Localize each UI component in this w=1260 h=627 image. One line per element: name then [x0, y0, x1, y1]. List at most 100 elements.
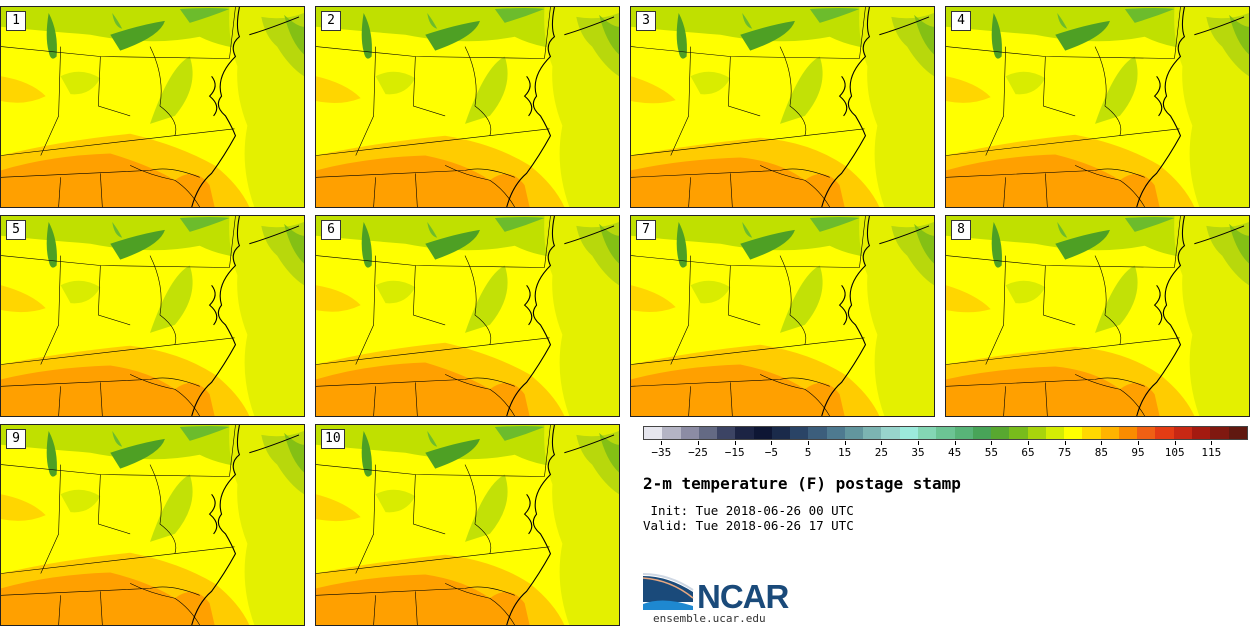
colorbar-segment: [1137, 427, 1156, 439]
colorbar-tick: [661, 441, 663, 445]
colorbar-segment: [644, 427, 663, 439]
colorbar-tick-label: 95: [1131, 446, 1145, 459]
colorbar-segment: [1210, 427, 1229, 439]
temperature-map: [631, 216, 934, 416]
member-panel: 5: [0, 215, 305, 417]
colorbar-segment: [1100, 427, 1119, 439]
colorbar-tick-label: −35: [651, 446, 672, 459]
member-number: 1: [6, 11, 26, 31]
colorbar-segment: [1064, 427, 1083, 439]
colorbar: [643, 426, 1248, 440]
colorbar-segment: [863, 427, 882, 439]
colorbar-tick-label: 115: [1201, 446, 1222, 459]
temperature-map: [316, 7, 619, 207]
colorbar-segment: [1045, 427, 1065, 439]
colorbar-tick: [734, 441, 736, 445]
colorbar-tick-label: −25: [688, 446, 708, 459]
colorbar-tick-label: 5: [804, 446, 812, 459]
member-number: 3: [636, 11, 656, 31]
colorbar-tick: [991, 441, 993, 445]
colorbar-tick: [1211, 441, 1213, 445]
colorbar-segment: [680, 427, 699, 439]
colorbar-tick-label: 85: [1094, 446, 1108, 459]
valid-time: Valid: Tue 2018-06-26 17 UTC: [643, 518, 854, 533]
colorbar-tick: [1028, 441, 1029, 445]
colorbar-tick-label: 105: [1164, 446, 1185, 459]
colorbar-tick: [698, 441, 699, 445]
member-number: 5: [6, 220, 26, 240]
chart-title: 2-m temperature (F) postage stamp: [643, 474, 961, 493]
colorbar-tick-label: 35: [911, 446, 925, 459]
colorbar-segment: [972, 427, 992, 439]
temperature-map: [316, 216, 619, 416]
member-panel: 9: [0, 424, 305, 626]
colorbar-tick: [954, 441, 956, 445]
colorbar-tick: [1174, 441, 1176, 445]
colorbar-segment: [1191, 427, 1211, 439]
colorbar-segment: [717, 427, 736, 439]
colorbar-tick: [844, 441, 846, 445]
colorbar-tick: [918, 441, 919, 445]
colorbar-segment: [1027, 427, 1046, 439]
colorbar-segment: [771, 427, 791, 439]
member-panel: 2: [315, 6, 620, 208]
member-number: 6: [321, 220, 341, 240]
member-number: 7: [636, 220, 656, 240]
colorbar-segment: [991, 427, 1010, 439]
colorbar-segment: [1118, 427, 1138, 439]
colorbar-tick: [771, 441, 773, 445]
colorbar-tick-label: 15: [838, 446, 852, 459]
colorbar-ticks: −35 −25 −15 −5 5 15 25 35 45 55 65 75 85 95 105 115: [643, 441, 1248, 461]
colorbar-tick: [881, 441, 883, 445]
colorbar-segment: [1173, 427, 1192, 439]
member-number: 4: [951, 11, 971, 31]
member-number: 8: [951, 220, 971, 240]
colorbar-tick-label: 25: [874, 446, 888, 459]
colorbar-segment: [899, 427, 918, 439]
colorbar-tick-label: −5: [764, 446, 778, 459]
colorbar-tick: [808, 441, 809, 445]
colorbar-segment: [753, 427, 772, 439]
colorbar-tick: [1138, 441, 1139, 445]
colorbar-segment: [662, 427, 681, 439]
ncar-logo-text: NCAR: [697, 578, 789, 615]
member-panel: 1: [0, 6, 305, 208]
temperature-map: [1, 216, 304, 416]
colorbar-segment: [1155, 427, 1174, 439]
colorbar-tick-label: 75: [1058, 446, 1072, 459]
site-url: ensemble.ucar.edu: [653, 612, 766, 625]
colorbar-segment: [1082, 427, 1101, 439]
colorbar-tick: [1101, 441, 1103, 445]
member-panel: 6: [315, 215, 620, 417]
colorbar-segment: [936, 427, 955, 439]
temperature-map: [1, 7, 304, 207]
colorbar-segment: [808, 427, 827, 439]
member-number: 10: [321, 429, 345, 449]
colorbar-segment: [954, 427, 973, 439]
colorbar-tick-label: 45: [948, 446, 962, 459]
temperature-map: [631, 7, 934, 207]
member-panel: 7: [630, 215, 935, 417]
colorbar-segment: [844, 427, 864, 439]
colorbar-segment: [698, 427, 718, 439]
colorbar-segment: [826, 427, 845, 439]
ncar-logo-icon: [643, 573, 694, 610]
colorbar-segment: [1228, 427, 1247, 439]
colorbar-tick-label: −15: [724, 446, 745, 459]
colorbar-tick: [1064, 441, 1066, 445]
colorbar-segment: [1009, 427, 1028, 439]
member-panel: 3: [630, 6, 935, 208]
member-panel: 4: [945, 6, 1250, 208]
member-panel: 10: [315, 424, 620, 626]
temperature-map: [1, 425, 304, 625]
colorbar-tick-label: 55: [984, 446, 998, 459]
colorbar-segment: [790, 427, 809, 439]
temperature-map: [946, 7, 1249, 207]
colorbar-tick-label: 65: [1021, 446, 1035, 459]
member-number: 2: [321, 11, 341, 31]
temperature-map: [946, 216, 1249, 416]
init-time: Init: Tue 2018-06-26 00 UTC: [643, 503, 854, 518]
colorbar-segment: [881, 427, 900, 439]
member-number: 9: [6, 429, 26, 449]
temperature-map: [316, 425, 619, 625]
